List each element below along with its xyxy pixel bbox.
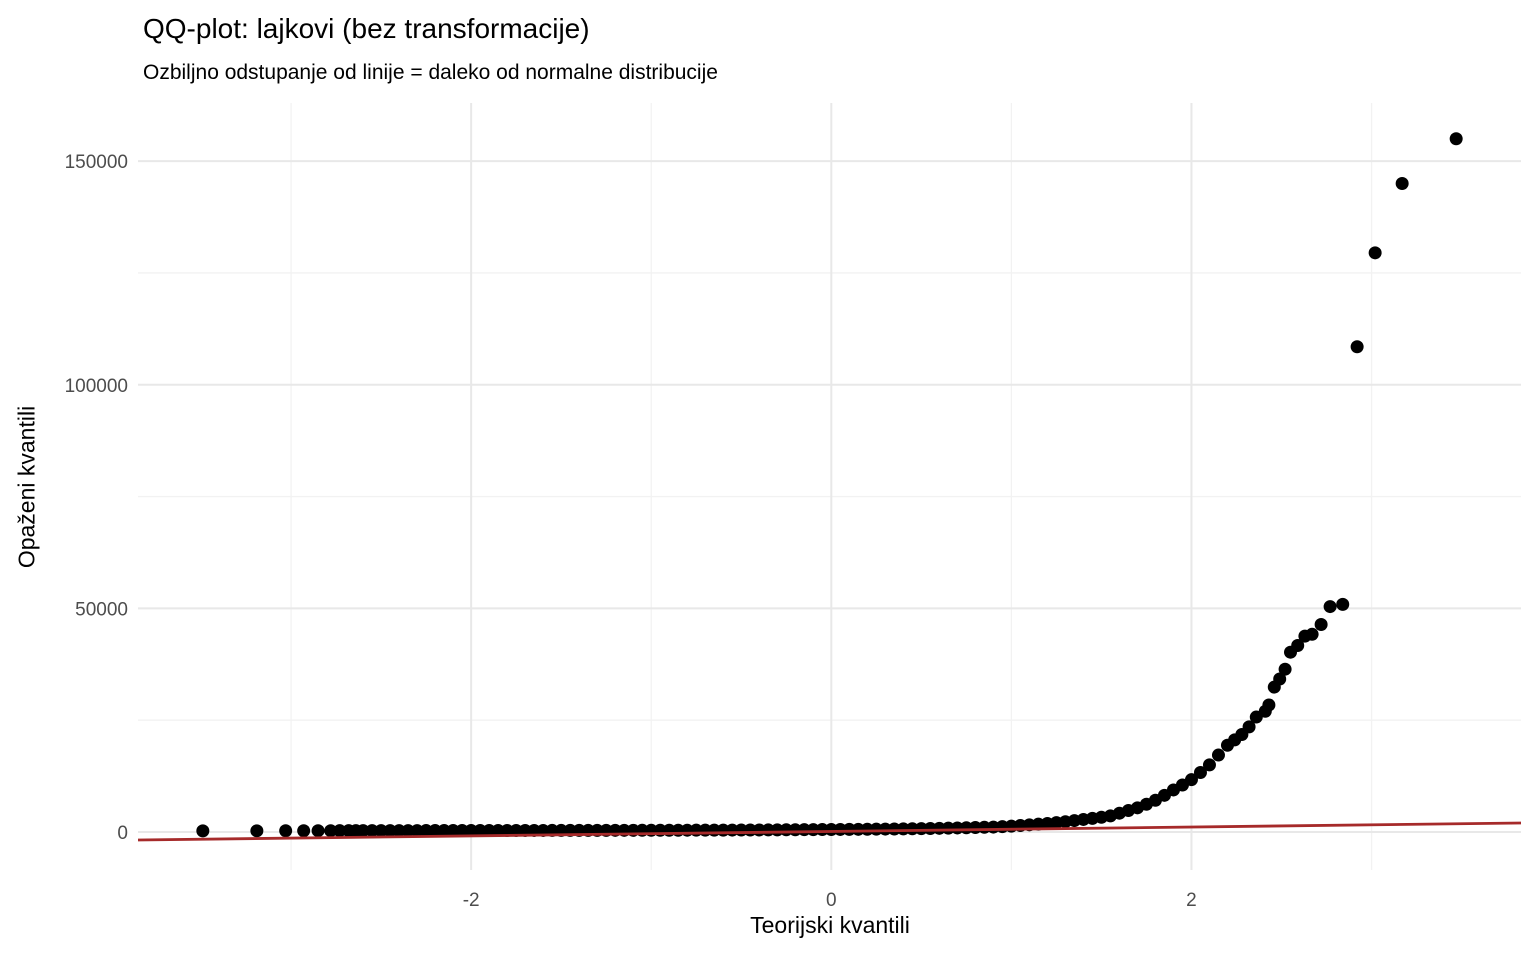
x-tick-label: 0 (826, 890, 837, 911)
data-point (374, 824, 388, 838)
data-point (1193, 766, 1207, 780)
chart-subtitle: Ozbiljno odstupanje od linije = daleko o… (143, 61, 718, 84)
data-point (1350, 340, 1364, 354)
data-point (297, 824, 311, 838)
data-point (518, 823, 532, 837)
x-tick-label: -2 (463, 890, 480, 911)
data-point (419, 824, 433, 838)
data-point (473, 824, 487, 838)
data-point (1449, 132, 1463, 146)
data-point (428, 824, 442, 838)
data-point (878, 822, 892, 836)
data-point (500, 823, 514, 837)
data-point (392, 824, 406, 838)
data-point (1278, 662, 1292, 676)
data-point (250, 824, 264, 838)
data-point (279, 824, 293, 838)
x-axis-title: Teorijski kvantili (750, 912, 910, 938)
data-point (1395, 177, 1409, 191)
data-point (869, 822, 883, 836)
data-point (1242, 720, 1256, 734)
data-point (324, 824, 338, 838)
data-point (1314, 617, 1328, 631)
data-point (1336, 597, 1350, 611)
data-point (1184, 773, 1198, 787)
data-point (455, 824, 469, 838)
data-point (1291, 638, 1305, 652)
data-point (1202, 758, 1216, 772)
data-point (1273, 672, 1287, 686)
y-tick-label: 100000 (65, 376, 128, 397)
data-point (464, 824, 478, 838)
data-point (896, 822, 910, 836)
y-tick-label: 150000 (65, 152, 128, 173)
y-tick-label: 0 (117, 823, 128, 844)
data-point (923, 821, 937, 835)
data-point (905, 822, 919, 836)
data-point (1368, 246, 1382, 260)
data-point (383, 824, 397, 838)
data-point (311, 824, 325, 838)
data-point (509, 823, 523, 837)
data-point (887, 822, 901, 836)
data-point (446, 824, 460, 838)
data-point (356, 824, 370, 838)
data-point (860, 822, 874, 836)
qq-reference-line (137, 821, 1522, 842)
data-point (1305, 627, 1319, 641)
y-tick-label: 50000 (75, 599, 128, 620)
data-point (1323, 600, 1337, 614)
data-point (437, 824, 451, 838)
data-point (1262, 698, 1276, 712)
chart-title: QQ-plot: lajkovi (bez transformacije) (143, 13, 590, 44)
data-point (914, 822, 928, 836)
data-point (333, 824, 347, 838)
data-point (491, 823, 505, 837)
data-point (401, 824, 415, 838)
data-point (365, 824, 379, 838)
x-tick-label: 2 (1186, 890, 1197, 911)
data-point (410, 824, 424, 838)
data-point (482, 823, 496, 837)
data-point (196, 824, 210, 838)
data-point (1211, 748, 1225, 762)
